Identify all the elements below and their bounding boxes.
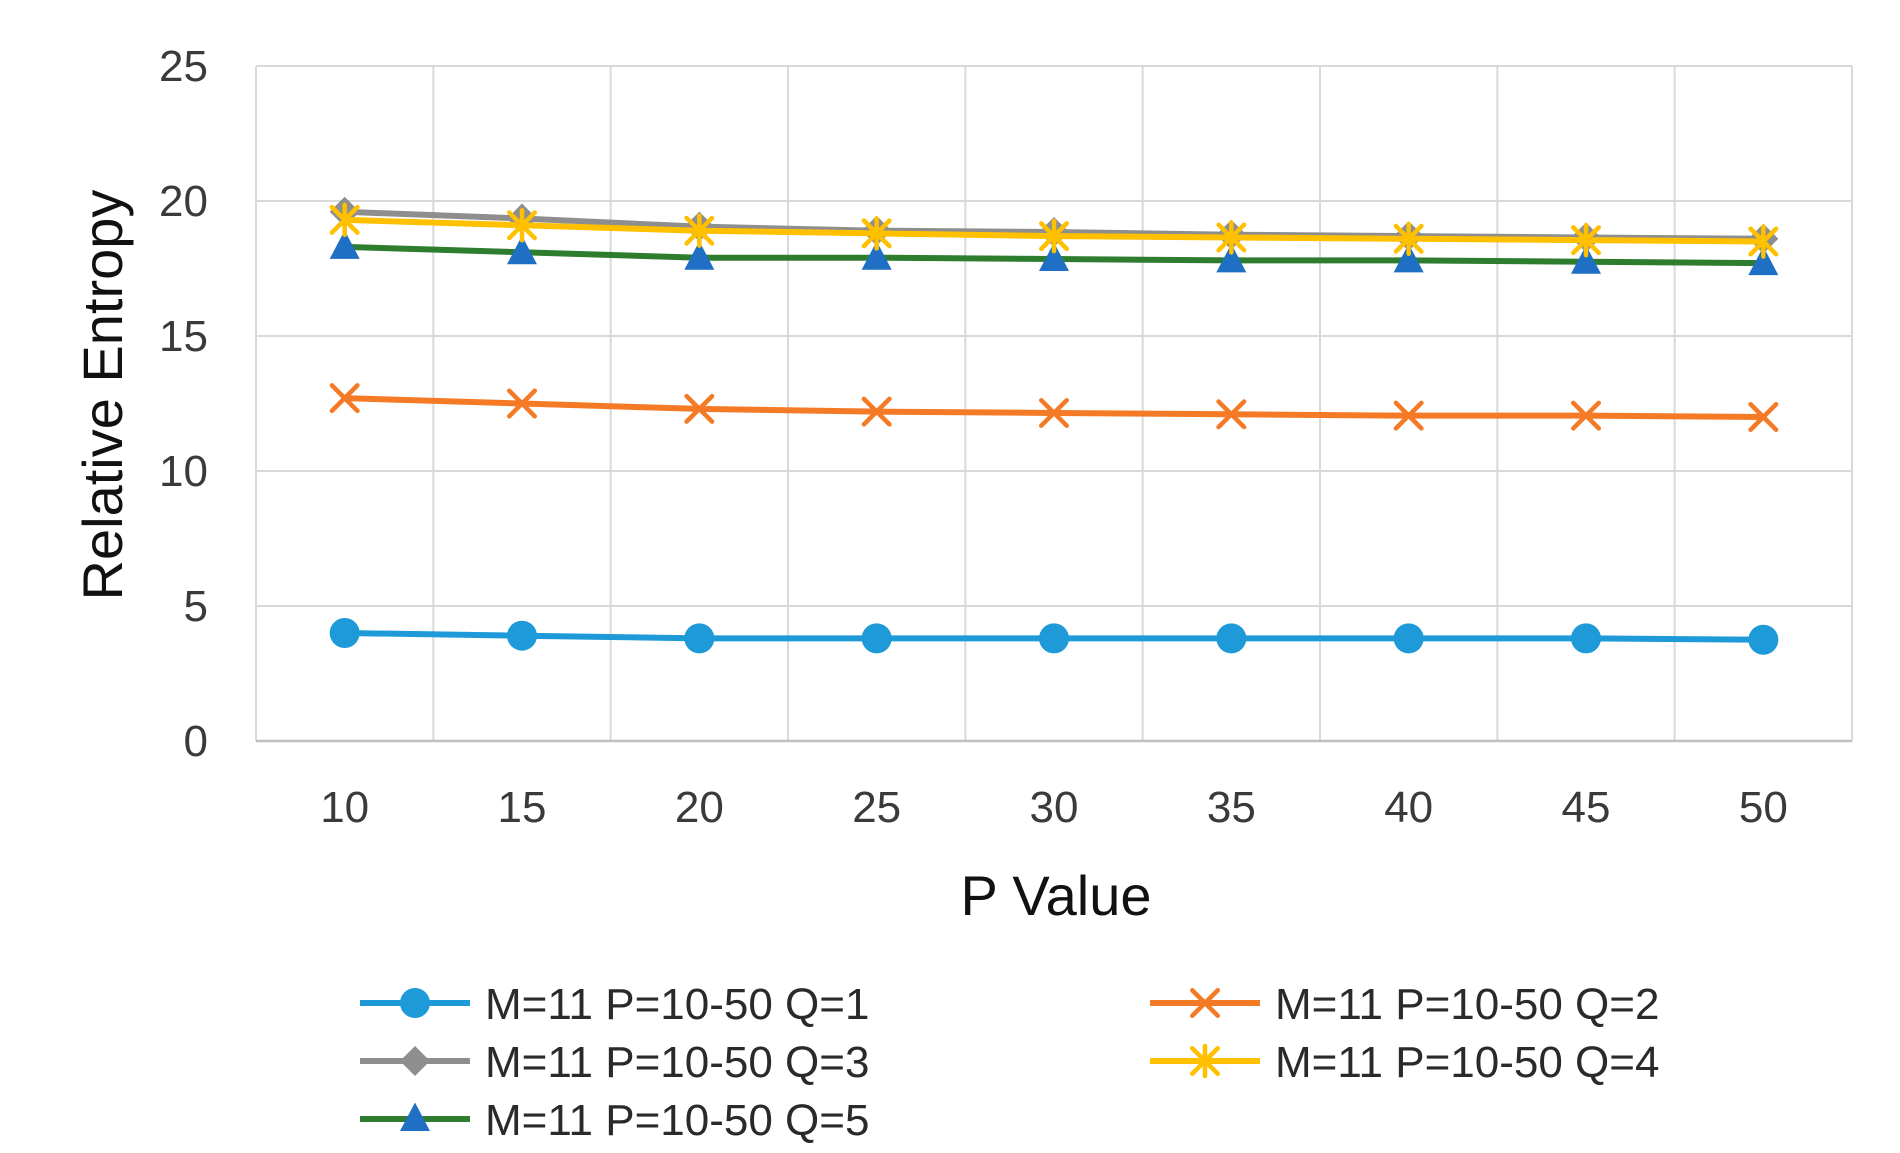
legend-label: M=11 P=10-50 Q=2 [1275,980,1659,1029]
data-point [1039,397,1069,428]
x-tick-label: 35 [1207,783,1256,832]
x-tick-label: 50 [1739,783,1788,832]
data-point [1571,245,1601,274]
chart-series [329,196,1779,655]
chart-grid [255,65,1853,743]
legend-item: M=11 P=10-50 Q=5 [360,1096,869,1145]
legend-marker [1190,988,1220,1018]
legend-item: M=11 P=10-50 Q=2 [1150,980,1659,1029]
data-point [684,241,715,270]
data-point [1393,221,1424,257]
data-point [861,396,892,427]
legend-item: M=11 P=10-50 Q=1 [360,980,869,1029]
x-tick-label: 40 [1384,783,1433,832]
data-point [684,623,715,654]
data-point [684,213,715,248]
data-point [1571,623,1601,654]
data-point [1216,623,1247,654]
chart-legend: M=11 P=10-50 Q=1 M=11 P=10-50 Q=2 M=11 P=1… [360,980,1659,1145]
x-tick-label: 30 [1030,783,1079,832]
x-tick-label: 10 [320,783,369,832]
y-axis-ticks: 0 5 10 15 20 25 [159,42,208,766]
series-1 [329,618,1779,655]
data-point [1393,243,1424,273]
data-point [507,620,537,651]
data-point [1748,624,1779,655]
y-tick-label: 25 [159,42,208,91]
data-point [507,208,537,243]
data-point [1393,623,1424,654]
data-point [1216,243,1247,273]
y-tick-label: 5 [184,582,208,631]
data-point [329,618,360,648]
data-point [329,383,360,414]
data-point [1039,242,1069,272]
legend-marker [400,1046,430,1076]
y-tick-label: 20 [159,177,208,226]
data-point [1039,623,1069,654]
data-point [1216,399,1247,430]
y-axis-title: Relative Entropy [71,190,134,601]
data-point [329,230,360,259]
data-point [861,216,892,251]
y-tick-label: 10 [159,447,208,496]
x-tick-label: 25 [852,783,901,832]
legend-label: M=11 P=10-50 Q=5 [485,1096,869,1145]
data-point [1748,224,1779,259]
series-5 [329,230,1779,276]
series-4 [329,202,1779,259]
data-point [329,202,360,238]
x-axis-title: P Value [961,864,1152,927]
x-axis-ticks: 10 15 20 25 30 35 40 45 50 [320,783,1788,832]
data-point [861,241,892,270]
x-tick-label: 45 [1562,783,1611,832]
legend-marker [1190,1043,1220,1079]
legend-item: M=11 P=10-50 Q=3 [360,1038,869,1087]
data-point [1748,246,1779,276]
y-tick-label: 15 [159,312,208,361]
legend-label: M=11 P=10-50 Q=3 [485,1038,869,1087]
legend-marker [400,988,430,1018]
legend-item: M=11 P=10-50 Q=4 [1150,1038,1659,1087]
data-point [1039,218,1069,254]
legend-marker [400,1102,430,1131]
data-point [1216,220,1247,255]
data-point [1748,402,1779,432]
legend-label: M=11 P=10-50 Q=1 [485,980,869,1029]
data-point [507,388,537,419]
data-point [1571,222,1601,258]
series-2 [329,383,1779,432]
data-point [684,393,715,424]
x-tick-label: 15 [498,783,547,832]
x-tick-label: 20 [675,783,724,832]
data-point [507,235,537,265]
legend-label: M=11 P=10-50 Q=4 [1275,1038,1659,1087]
data-point [1393,400,1424,431]
data-point [861,623,892,654]
data-point [1571,400,1601,431]
y-tick-label: 0 [184,717,208,766]
